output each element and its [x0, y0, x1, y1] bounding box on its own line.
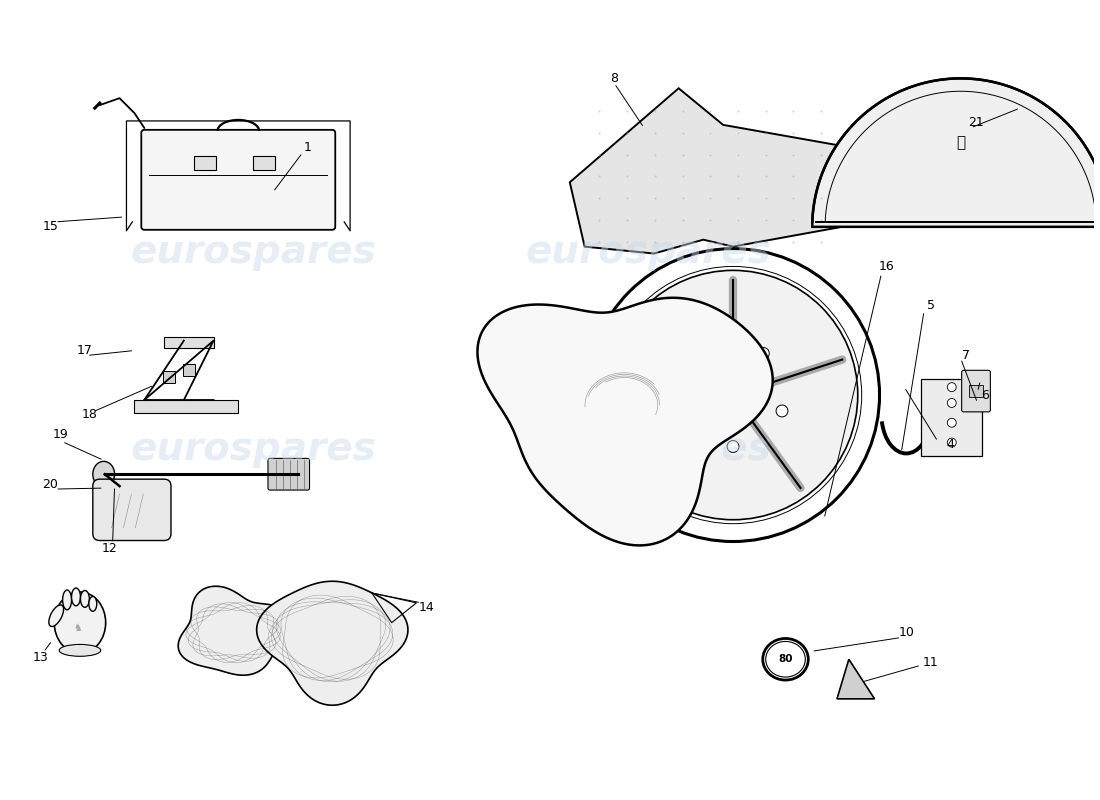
Text: ♞: ♞	[74, 622, 82, 633]
Circle shape	[608, 270, 858, 520]
Text: eurospares: eurospares	[130, 430, 376, 469]
Circle shape	[947, 438, 956, 447]
Circle shape	[777, 405, 788, 417]
FancyBboxPatch shape	[268, 458, 309, 490]
Text: 80: 80	[779, 654, 793, 664]
Text: 2: 2	[680, 389, 688, 402]
Ellipse shape	[766, 642, 805, 677]
Ellipse shape	[80, 590, 89, 607]
Ellipse shape	[762, 638, 808, 680]
Bar	[194, 155, 216, 170]
Ellipse shape	[59, 645, 101, 656]
Circle shape	[758, 347, 769, 359]
Bar	[253, 155, 275, 170]
Text: 🐴: 🐴	[956, 135, 965, 150]
Text: 10: 10	[899, 626, 914, 639]
Text: 19: 19	[53, 428, 68, 441]
Text: 12: 12	[102, 542, 118, 555]
Text: 13: 13	[33, 650, 48, 664]
Bar	[164, 337, 213, 347]
Ellipse shape	[63, 590, 72, 610]
FancyBboxPatch shape	[92, 479, 170, 541]
Circle shape	[701, 362, 766, 428]
Text: 18: 18	[81, 408, 98, 422]
Polygon shape	[256, 582, 408, 706]
Text: 15: 15	[42, 220, 58, 234]
Text: 6: 6	[981, 389, 989, 402]
Circle shape	[697, 347, 708, 359]
Text: 9: 9	[615, 329, 624, 342]
Text: 14: 14	[418, 602, 434, 614]
FancyBboxPatch shape	[961, 370, 990, 412]
Bar	[183, 364, 195, 376]
Polygon shape	[812, 78, 1100, 227]
Ellipse shape	[72, 588, 80, 606]
Polygon shape	[570, 88, 851, 254]
Bar	[163, 371, 175, 383]
Text: eurospares: eurospares	[526, 430, 772, 469]
Text: eurospares: eurospares	[526, 233, 772, 270]
Polygon shape	[837, 659, 874, 699]
Text: 20: 20	[42, 478, 58, 490]
Text: 4: 4	[947, 438, 955, 451]
Bar	[134, 400, 239, 413]
Text: 21: 21	[968, 117, 983, 130]
Circle shape	[947, 398, 956, 407]
Polygon shape	[178, 586, 294, 675]
Text: eurospares: eurospares	[130, 233, 376, 270]
Ellipse shape	[48, 605, 64, 626]
Bar	[921, 379, 982, 457]
Circle shape	[715, 378, 751, 413]
Circle shape	[947, 382, 956, 391]
Bar	[969, 385, 983, 397]
Ellipse shape	[719, 318, 733, 328]
Ellipse shape	[89, 597, 97, 611]
Ellipse shape	[92, 462, 114, 487]
Circle shape	[679, 405, 690, 417]
FancyBboxPatch shape	[141, 130, 336, 230]
Text: 5: 5	[927, 299, 935, 313]
Text: 8: 8	[610, 72, 618, 85]
Circle shape	[947, 418, 956, 427]
Text: 16: 16	[879, 260, 894, 273]
Text: 1: 1	[304, 141, 311, 154]
Text: 7: 7	[961, 349, 969, 362]
Polygon shape	[477, 298, 772, 546]
Ellipse shape	[54, 592, 106, 654]
Circle shape	[727, 441, 739, 453]
Text: 17: 17	[77, 344, 92, 357]
Text: 11: 11	[923, 656, 939, 669]
Text: 3: 3	[650, 418, 658, 431]
